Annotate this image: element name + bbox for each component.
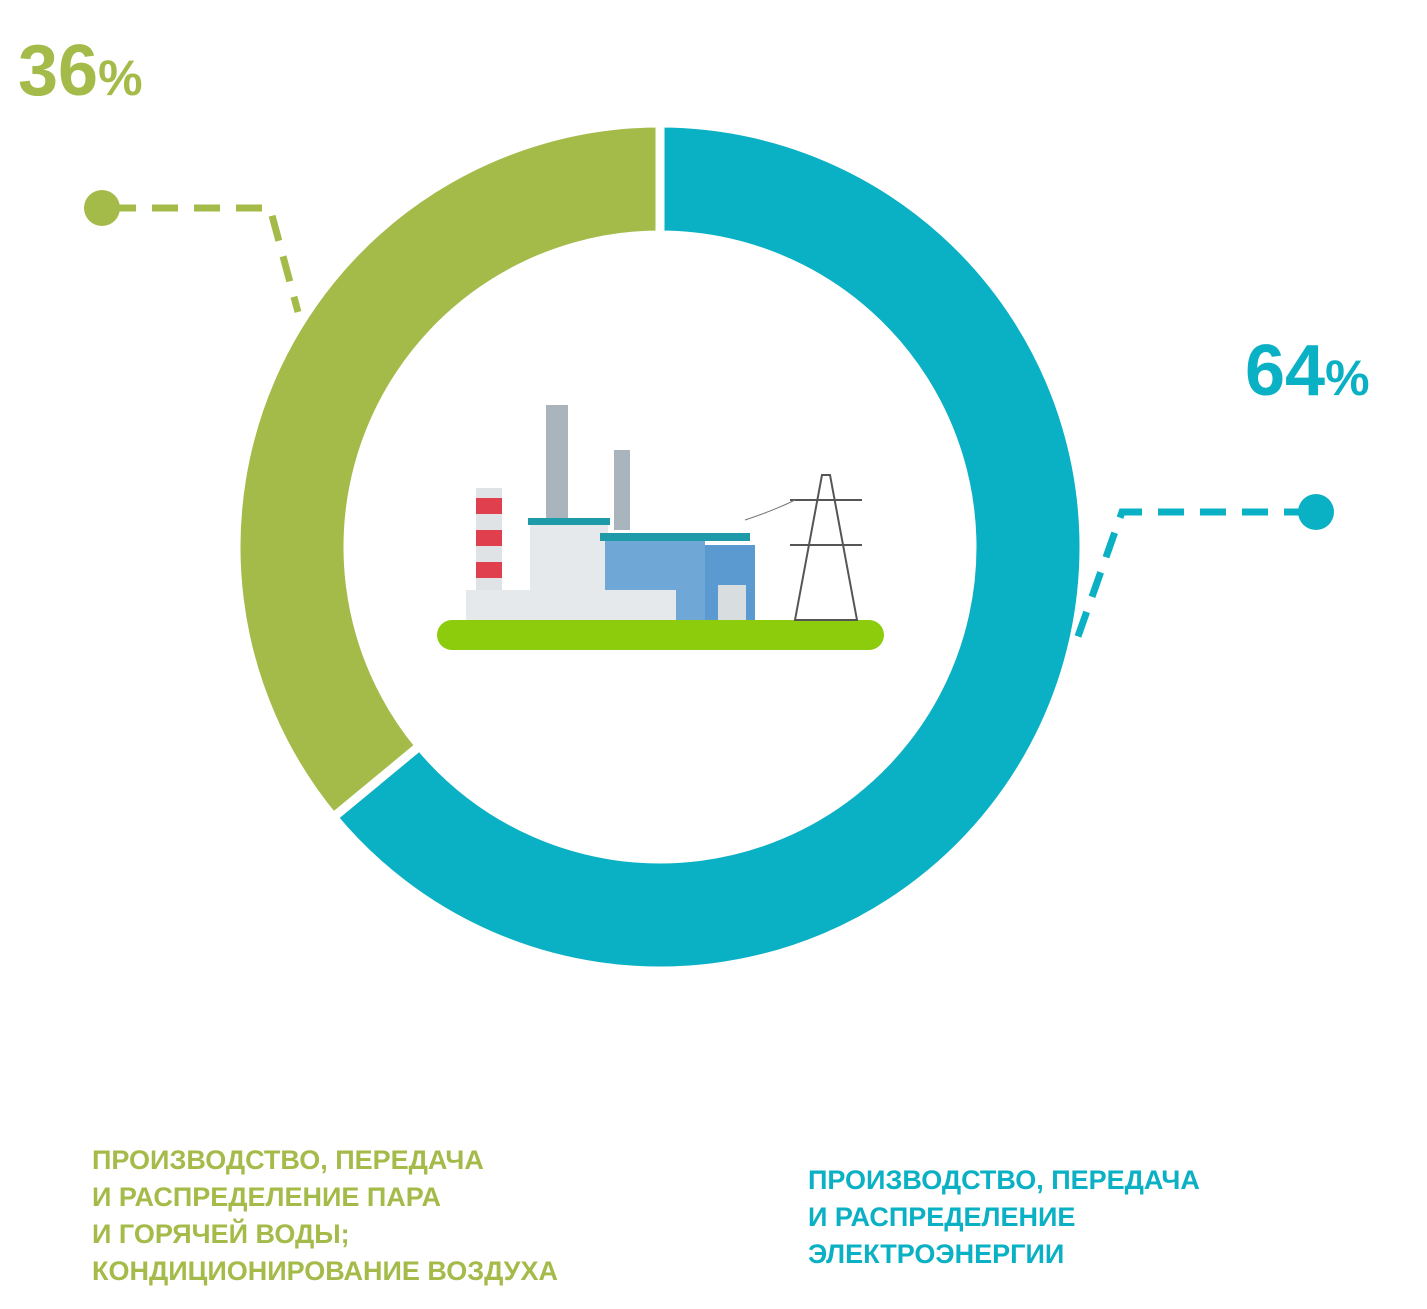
chart: 64% 36% — [0, 0, 1427, 1309]
leader-line — [1076, 512, 1310, 642]
factory-icon — [437, 405, 884, 650]
category-label: ПРОИЗВОДСТВО, ПЕРЕДАЧА И РАСПРЕДЕЛЕНИЕ Э… — [808, 1162, 1200, 1273]
leader-dot — [84, 190, 120, 226]
leader-dot — [1298, 494, 1334, 530]
slice — [236, 123, 660, 817]
value-label: 36% — [18, 31, 143, 111]
category-label: ПРОИЗВОДСТВО, ПЕРЕДАЧА И РАСПРЕДЕЛЕНИЕ П… — [92, 1142, 558, 1290]
page: 64% 36% ПРОИЗВОДСТВО, ПЕРЕДАЧА И РАСПРЕДЕ… — [0, 0, 1427, 1309]
leader-line — [110, 208, 298, 312]
value-label: 64% — [1245, 331, 1370, 411]
